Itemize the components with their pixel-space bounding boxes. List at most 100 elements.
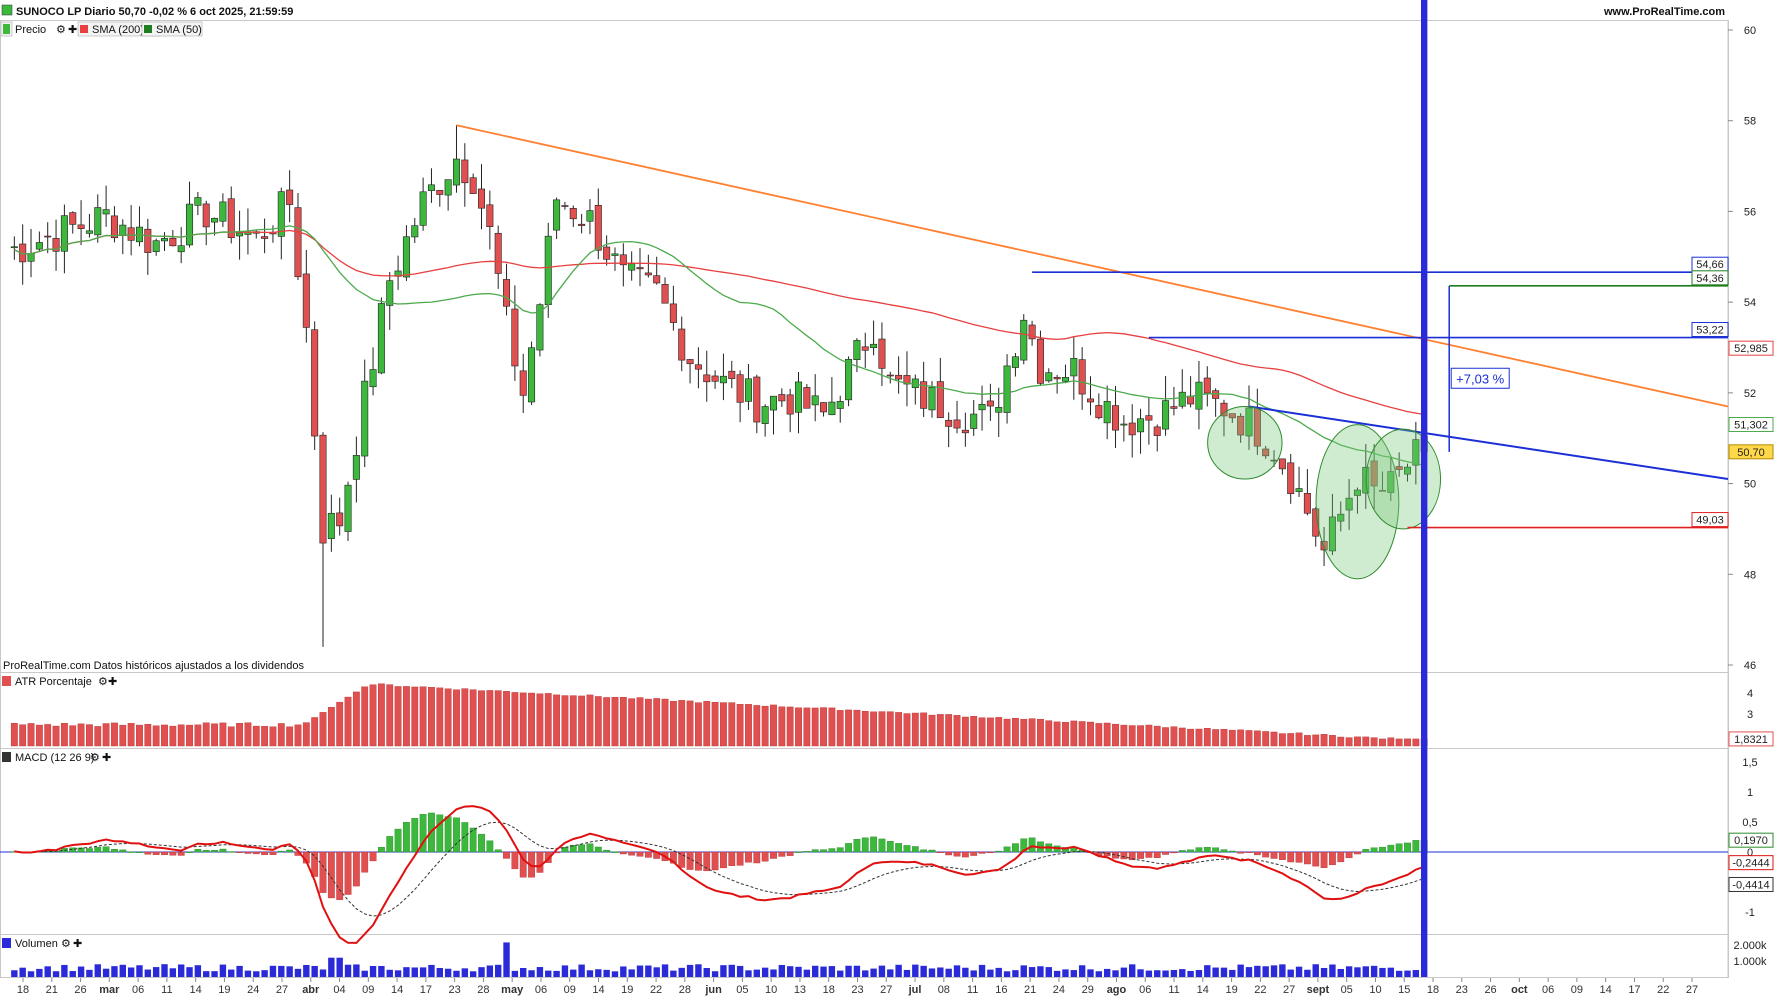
atr-bar (236, 723, 243, 747)
volume-bar (1129, 964, 1136, 977)
macd-histogram-bar (478, 833, 485, 853)
price-tick-label: 50 (1744, 479, 1756, 491)
macd-add-icon[interactable]: ✚ (102, 752, 111, 764)
add-icon[interactable]: ✚ (68, 24, 77, 36)
atr-bar (1162, 727, 1169, 747)
candle-up (236, 232, 244, 237)
volume-bar (745, 970, 752, 977)
atr-bar (436, 687, 444, 747)
price-legend: Precio ⚙ ✚ SMA (200) SMA (50) (0, 21, 203, 37)
macd-histogram-bar (619, 851, 627, 855)
candle-down (603, 246, 611, 260)
date-tick-label: may (501, 984, 524, 996)
candle-up (978, 404, 986, 411)
macd-histogram-bar (1120, 851, 1128, 860)
candle-down (1370, 460, 1378, 487)
atr-bar (886, 711, 894, 747)
atr-bar (52, 725, 60, 747)
trend-drawings: +7,03 % (456, 124, 1729, 580)
volume-bar (36, 968, 43, 977)
date-tick-label: 21 (1024, 984, 1036, 996)
macd-signal-line (14, 821, 1425, 917)
atr-bar (778, 706, 786, 747)
volume-bar (820, 966, 827, 977)
candle-down (594, 204, 602, 251)
candle-up (553, 199, 561, 231)
atr-bar (352, 691, 360, 747)
atr-bar (1053, 721, 1061, 747)
date-tick-label: 19 (1225, 984, 1237, 996)
date-tick-label: 28 (679, 984, 691, 996)
candle-down (286, 189, 294, 205)
macd-histogram-bar (161, 851, 168, 855)
macd-histogram-bar (411, 818, 419, 853)
date-tick-label: 27 (1686, 984, 1698, 996)
macd-histogram-bar (711, 851, 719, 871)
atr-bar (169, 725, 177, 747)
volume-bar (1028, 967, 1036, 977)
volume-bar (720, 965, 727, 977)
chart-header: SUNOCO LP Diario 50,70 -0,02 % 6 oct 202… (1, 4, 1725, 18)
candle-down (69, 212, 77, 225)
legend-sma50-box[interactable] (141, 21, 203, 37)
volume-bar (27, 971, 35, 977)
volume-add-icon[interactable]: ✚ (73, 938, 82, 950)
candle-up (177, 245, 185, 253)
date-tick-label: 27 (1283, 984, 1295, 996)
candle-down (1220, 402, 1228, 417)
atr-bar (1195, 728, 1203, 747)
macd-histogram-bar (469, 827, 477, 853)
candle-down (494, 232, 502, 274)
atr-bar (1095, 723, 1103, 747)
macd-histogram-bar (703, 851, 711, 872)
candle-up (628, 263, 636, 271)
volume-bar (828, 966, 836, 977)
atr-bar (252, 725, 260, 747)
macd-histogram-bar (1195, 847, 1203, 853)
volume-bar (1329, 964, 1336, 977)
volume-bar (978, 964, 986, 977)
wrench-icon[interactable]: ⚙ (56, 24, 66, 36)
date-tick-label: 26 (1484, 984, 1496, 996)
atr-bar (60, 723, 68, 747)
candle-down (1378, 490, 1386, 492)
macd-wrench-icon[interactable]: ⚙ (90, 752, 100, 764)
macd-tick-label: 0 (1747, 847, 1753, 859)
volume-bar (603, 969, 610, 977)
candle-up (528, 347, 536, 403)
atr-bar (511, 692, 519, 747)
date-tick-label: abr (302, 984, 320, 996)
macd-legend: MACD (12 26 9) ⚙ ✚ (2, 752, 111, 764)
volume-bar (545, 970, 552, 977)
volume-wrench-icon[interactable]: ⚙ (61, 938, 71, 950)
atr-bar (1303, 735, 1311, 747)
volume-bar (236, 965, 243, 977)
atr-bar (486, 690, 494, 747)
macd-histogram-bar (327, 851, 335, 899)
macd-histogram-bar (219, 848, 227, 853)
macd-last-label: -0,2444 (1732, 858, 1769, 870)
candle-down (728, 370, 736, 379)
atr-bar (269, 726, 277, 747)
volume-bar (386, 969, 393, 977)
atr-bar (261, 726, 269, 747)
macd-histogram-bar (186, 851, 193, 853)
macd-histogram-bar (277, 850, 285, 853)
volume-bar (111, 966, 118, 977)
macd-histogram-bar (920, 849, 928, 853)
candle-up (811, 395, 819, 406)
macd-histogram-bar (361, 851, 369, 873)
volume-bar (1304, 969, 1311, 977)
volume-bar (186, 967, 193, 977)
volume-bar (1003, 971, 1011, 977)
atr-bar (327, 707, 335, 747)
atr-wrench-icon[interactable]: ⚙ (98, 676, 108, 688)
atr-bar (311, 717, 319, 747)
atr-add-icon[interactable]: ✚ (108, 676, 117, 688)
atr-bar (953, 715, 961, 747)
volume-bar (795, 966, 802, 977)
macd-histogram-bar (1012, 843, 1019, 853)
atr-bar (561, 695, 569, 747)
atr-bar (286, 726, 294, 747)
